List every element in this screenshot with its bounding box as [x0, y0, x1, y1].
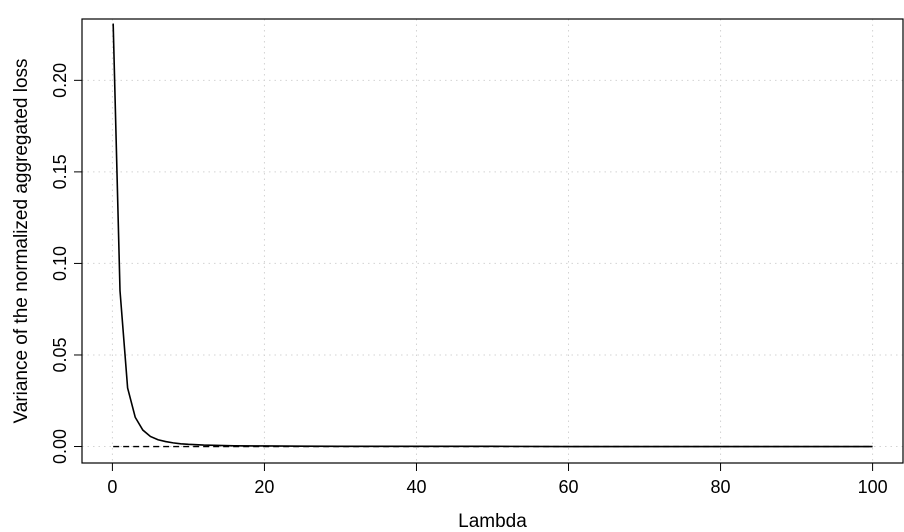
- x-tick-label: 100: [858, 477, 888, 497]
- plot-border: [81, 18, 904, 464]
- y-tick-label: 0.00: [50, 429, 70, 464]
- y-tick-label: 0.10: [50, 246, 70, 281]
- x-tick-label: 0: [107, 477, 117, 497]
- x-axis-title: Lambda: [458, 511, 527, 532]
- x-tick-label: 40: [406, 477, 426, 497]
- y-tick-label: 0.15: [50, 154, 70, 189]
- y-tick-label: 0.05: [50, 337, 70, 372]
- x-axis: 0 20 40 60 80 100: [107, 463, 888, 497]
- x-tick-label: 60: [559, 477, 579, 497]
- x-tick-label: 20: [254, 477, 274, 497]
- series-line-solid: [112, 23, 873, 448]
- x-tick-label: 80: [711, 477, 731, 497]
- y-axis-title: Variance of the normalized aggregated lo…: [11, 58, 32, 423]
- grid-lines: [82, 19, 903, 463]
- y-tick-label: 0.20: [50, 63, 70, 98]
- y-axis: 0.00 0.05 0.10 0.15 0.20: [50, 63, 82, 464]
- series-group: [112, 23, 873, 448]
